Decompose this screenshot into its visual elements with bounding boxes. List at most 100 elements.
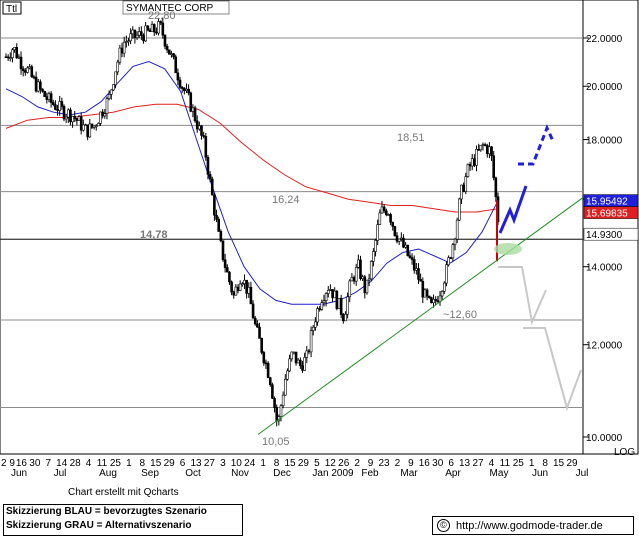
- x-tick-label: 1: [529, 458, 535, 469]
- candle-body: [144, 25, 147, 42]
- x-tick-label: 15: [150, 458, 162, 469]
- candle-body: [408, 255, 412, 258]
- candle-body: [458, 198, 461, 221]
- candle-body: [342, 314, 345, 322]
- candle-body: [412, 259, 416, 271]
- trend-line: [257, 197, 584, 435]
- candle-body: [318, 308, 321, 310]
- candle-body: [376, 224, 379, 241]
- candle-body: [127, 40, 130, 43]
- candle-body: [251, 303, 255, 319]
- x-month-label: Jul: [54, 468, 67, 479]
- candle-body: [451, 244, 455, 259]
- price-box: [583, 227, 639, 241]
- candle-body: [178, 79, 182, 88]
- candle-body: [241, 283, 244, 285]
- candle-body: [421, 280, 425, 298]
- candle-body: [432, 299, 435, 304]
- candle-body: [417, 268, 420, 280]
- y-tick-label: 14.0000: [586, 263, 623, 274]
- candle-body: [165, 46, 169, 51]
- x-tick-label: 27: [204, 458, 216, 469]
- candle-body: [159, 21, 162, 24]
- copyright-icon: ©: [437, 519, 450, 532]
- candle-body: [202, 135, 205, 137]
- candle-body: [307, 350, 311, 353]
- candle-body: [279, 405, 283, 417]
- candle-body: [206, 157, 210, 175]
- scenario-blue-dashed: [518, 124, 555, 166]
- candle-body: [404, 244, 407, 248]
- candle-body: [400, 237, 403, 240]
- candle-body: [60, 101, 64, 107]
- candle-body: [369, 261, 373, 280]
- credit-text: Chart erstellt mit Qcharts: [68, 487, 179, 498]
- candle-body: [41, 88, 44, 92]
- candle-body: [183, 88, 186, 91]
- candle-body: [19, 56, 23, 70]
- x-tick-label: 23: [378, 458, 390, 469]
- x-tick-label: 11: [97, 458, 108, 469]
- header-box: [2, 1, 22, 15]
- candle-body: [230, 281, 233, 293]
- x-tick-label: 13: [190, 458, 202, 469]
- x-tick-label: 27: [472, 458, 484, 469]
- candle-body: [481, 144, 485, 146]
- price-box: [583, 206, 639, 219]
- source-url-box[interactable]: © http://www.godmode-trader.de: [432, 516, 634, 535]
- candle-body: [378, 212, 382, 225]
- candle-body: [228, 271, 231, 283]
- candle-body: [62, 106, 66, 120]
- candle-body: [21, 68, 25, 71]
- candle-body: [79, 116, 83, 131]
- x-tick-label: 1: [126, 458, 132, 469]
- candle-body: [460, 184, 463, 200]
- candle-body: [299, 359, 302, 366]
- candle-body: [475, 149, 478, 166]
- candle-body: [402, 237, 405, 248]
- x-month-label: Feb: [361, 468, 379, 479]
- candle-body: [449, 257, 453, 259]
- source-url[interactable]: http://www.godmode-trader.de: [456, 519, 603, 532]
- candle-body: [191, 107, 195, 112]
- x-month-label: Jun: [11, 468, 27, 479]
- candle-body: [346, 296, 349, 315]
- candle-body: [187, 88, 190, 94]
- candle-body: [236, 286, 240, 291]
- x-tick-label: 25: [110, 458, 122, 469]
- candle-body: [107, 93, 111, 99]
- candle-body: [112, 84, 115, 91]
- legend-blue: Skizzierung BLAU = bevorzugtes Szenario: [6, 506, 207, 517]
- candle-body: [344, 313, 347, 322]
- candle-body: [425, 289, 429, 297]
- candle-body: [423, 289, 427, 298]
- candle-body: [329, 289, 332, 291]
- x-tick-label: 2: [395, 458, 401, 469]
- y-tick-label: 10.0000: [586, 433, 623, 444]
- candle-body: [114, 71, 117, 85]
- candle-body: [26, 67, 29, 73]
- candle-body: [73, 116, 77, 119]
- scenario-blue-solid: [498, 185, 528, 234]
- candle-body: [88, 123, 92, 138]
- candle-body: [75, 118, 79, 121]
- candle-body: [32, 76, 36, 79]
- candle-body: [86, 124, 89, 138]
- candle-body: [28, 66, 31, 69]
- x-tick-label: 29: [164, 458, 176, 469]
- candle-body: [99, 111, 102, 124]
- candle-body: [397, 238, 401, 242]
- candle-body: [54, 104, 57, 110]
- candle-body: [8, 57, 12, 59]
- x-tick-label: 4: [86, 458, 92, 469]
- candle-body: [193, 107, 197, 122]
- candle-body: [483, 144, 487, 146]
- candle-body: [462, 184, 465, 192]
- level-label-low: 10,05: [262, 436, 290, 448]
- x-tick-label: 15: [553, 458, 565, 469]
- candle-body: [337, 297, 341, 309]
- candle-body: [352, 277, 356, 282]
- candle-body: [363, 276, 367, 294]
- x-month-label: Dec: [273, 468, 291, 479]
